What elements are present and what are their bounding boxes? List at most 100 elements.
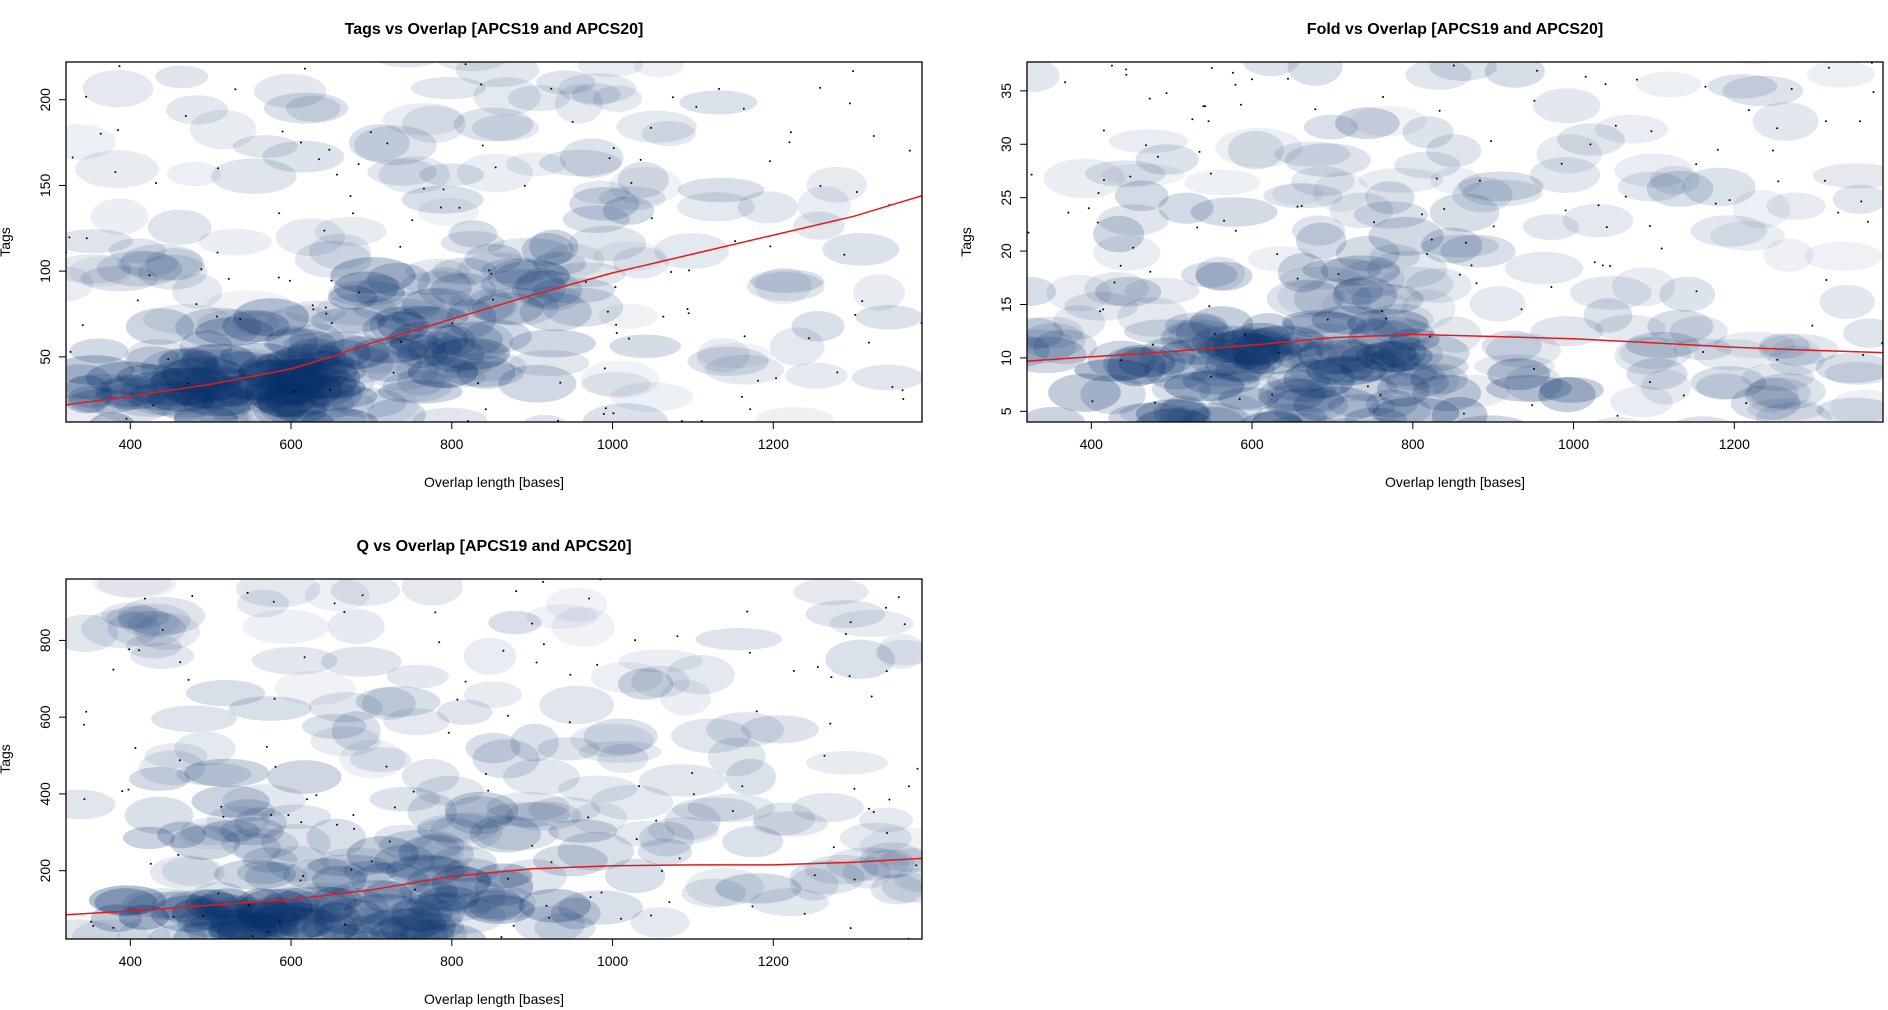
data-point <box>808 337 811 340</box>
density-blob <box>395 355 461 385</box>
density-blob <box>557 890 643 925</box>
data-point <box>1287 77 1289 80</box>
density-blob <box>151 895 230 933</box>
density-blob <box>274 344 347 371</box>
data-point <box>1648 381 1651 384</box>
density-blob <box>1745 377 1812 409</box>
density-blob <box>1052 305 1106 340</box>
density-blob <box>1390 353 1469 380</box>
density-blob <box>1328 394 1396 418</box>
data-point <box>386 142 389 145</box>
data-point <box>1462 412 1465 415</box>
data-point <box>903 623 906 626</box>
density-blob <box>222 310 290 343</box>
data-point <box>278 920 281 923</box>
data-point <box>757 379 759 382</box>
density-blob <box>791 311 845 342</box>
density-blob <box>1353 201 1429 229</box>
data-point <box>512 924 515 927</box>
density-blob <box>107 610 187 647</box>
density-blob <box>391 912 465 939</box>
density-blob <box>237 589 289 618</box>
density-blob <box>1401 289 1456 329</box>
density-blob <box>141 348 220 389</box>
density-blob <box>617 161 669 198</box>
data-point <box>484 408 487 411</box>
data-point <box>692 793 695 796</box>
density-blob <box>641 120 696 147</box>
density-blob <box>161 889 244 929</box>
data-point <box>775 377 777 380</box>
x-tick-label: 600 <box>279 953 303 969</box>
density-blob <box>172 921 236 939</box>
data-point <box>506 877 509 880</box>
density-blob <box>410 892 492 922</box>
density-blob <box>685 867 765 907</box>
density-blob <box>1157 357 1239 381</box>
density-blob <box>273 358 349 392</box>
density-blob <box>785 362 848 389</box>
density-blob <box>637 838 693 866</box>
density-blob <box>1713 331 1796 358</box>
density-blob <box>290 379 356 407</box>
density-blob <box>441 321 514 361</box>
density-blob <box>82 69 154 108</box>
density-blob <box>251 646 338 675</box>
data-point <box>569 673 572 676</box>
density-blob <box>309 692 383 723</box>
density-blob <box>1388 328 1440 351</box>
data-point <box>635 838 638 841</box>
density-blob <box>232 135 298 158</box>
density-blob <box>314 216 387 246</box>
data-point <box>901 389 904 392</box>
data-point <box>477 382 479 385</box>
density-blob <box>130 642 195 670</box>
density-blob <box>242 901 300 932</box>
data-point <box>1470 264 1473 267</box>
data-point <box>832 846 835 849</box>
density-blob <box>302 713 367 739</box>
data-point <box>1030 173 1033 176</box>
density-blob <box>1027 317 1064 350</box>
density-blob <box>1166 402 1248 422</box>
density-blob <box>472 739 540 779</box>
density-blob <box>1562 203 1634 238</box>
density-blob <box>1266 279 1343 318</box>
density-blob <box>401 271 476 296</box>
density-blob <box>286 95 341 122</box>
density-blob <box>255 351 322 376</box>
data-point <box>202 915 205 918</box>
data-point <box>1277 352 1280 354</box>
density-blob <box>1348 318 1397 349</box>
density-blob <box>157 821 207 849</box>
density-blob <box>129 766 190 791</box>
x-tick-label: 1000 <box>1558 436 1589 452</box>
density-blob <box>1241 411 1303 422</box>
data-point <box>916 767 919 770</box>
data-point <box>494 166 497 169</box>
density-blob <box>1241 313 1295 347</box>
density-blob <box>75 150 159 189</box>
density-blob <box>236 861 291 885</box>
data-point <box>251 935 254 938</box>
density-blob <box>1340 375 1398 402</box>
density-blob <box>1812 163 1883 189</box>
density-blob <box>522 414 567 422</box>
data-point <box>1234 83 1237 86</box>
data-point <box>885 670 888 673</box>
density-blob <box>752 811 828 837</box>
density-blob <box>294 240 372 278</box>
density-blob <box>806 166 868 203</box>
density-blob <box>66 355 135 385</box>
density-blob <box>217 913 299 939</box>
density-blob <box>402 288 467 322</box>
density-blob <box>369 786 441 812</box>
density-blob <box>487 258 570 296</box>
density-blob <box>598 303 658 329</box>
density-blob <box>260 804 332 830</box>
density-blob <box>1321 287 1410 322</box>
data-point <box>121 790 124 793</box>
density-blob <box>255 350 323 377</box>
density-blob <box>125 634 182 659</box>
density-blob <box>1101 163 1185 186</box>
